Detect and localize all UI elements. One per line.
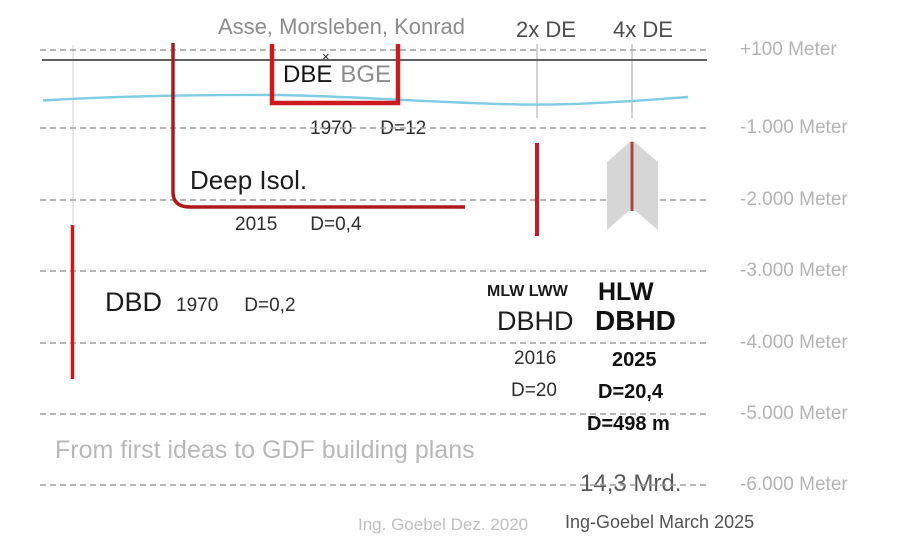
deep-isol-diameter: D=0,4 [310,214,362,235]
credit-2020: Ing. Goebel Dez. 2020 [358,515,529,534]
arrow-shape-4xde [607,140,658,230]
title-sites: Asse, Morsleben, Konrad [218,14,466,39]
depth-label-1000: -1.000 Meter [740,117,848,138]
dbhd2016-name: DBHD [497,306,574,336]
deep-isol-name: Deep Isol. [190,165,308,195]
dbe-name: DBE [283,61,333,88]
dbe-diameter: D=12 [380,118,427,139]
dbhd2016-year: 2016 [514,348,557,369]
depth-label-4000: -4.000 Meter [740,332,848,353]
dbd-year: 1970 [176,295,219,316]
depth-label-2000: -2.000 Meter [740,189,848,210]
dbe-title: DBE BGE [283,61,391,89]
credit-2025: Ing-Goebel March 2025 [565,512,755,532]
bge-name: BGE [340,61,392,88]
dbhd2025-name: DBHD [595,305,676,336]
dbhd2025-year: 2025 [612,349,657,371]
dbd-name: DBD [105,287,163,317]
dbhd2016-waste-class: MLW LWW [487,283,568,300]
deep-isol-meta: 2015 D=0,4 [235,214,362,236]
dbe-meta: 1970 D=12 [310,118,426,140]
dbhd2016-diameter: D=20 [511,380,557,401]
label-2x-de: 2x DE [516,17,576,42]
water-table-line [42,93,689,106]
depth-label-plus100: +100 Meter [740,39,837,60]
cost-estimate: 14,3 Mrd. [580,470,682,497]
dbhd2025-waste-class: HLW [598,278,654,306]
dbhd2025-diameter: D=20,4 [598,381,664,403]
caption-gdf-plans: From first ideas to GDF building plans [55,436,475,464]
dbe-year: 1970 [310,118,353,139]
depth-label-3000: -3.000 Meter [740,260,848,281]
dbd-row: DBD 1970 D=0,2 [105,287,296,318]
label-4x-de: 4x DE [613,17,673,42]
dbd-diameter: D=0,2 [244,295,296,316]
depth-label-6000: -6.000 Meter [740,474,848,495]
depth-label-5000: -5.000 Meter [740,403,848,424]
deep-isol-year: 2015 [235,214,278,235]
dbhd2025-depth: D=498 m [587,413,670,435]
